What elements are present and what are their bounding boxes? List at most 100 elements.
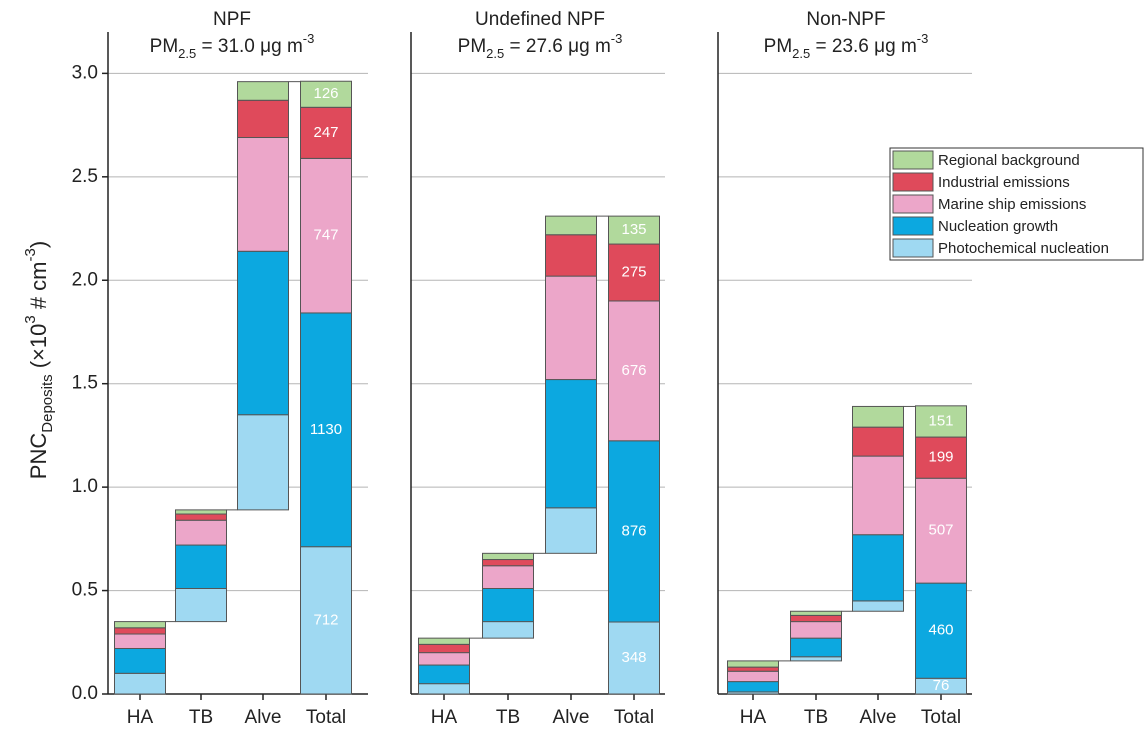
subtitle-part: = 31.0 μg m bbox=[196, 36, 303, 57]
value-label: 135 bbox=[621, 221, 646, 238]
subtitle-part: = 23.6 μg m bbox=[810, 36, 917, 57]
value-label: 747 bbox=[313, 227, 338, 244]
bar-segment bbox=[300, 312, 352, 548]
legend-label: Marine ship emissions bbox=[938, 196, 1086, 213]
panel-subtitle: PM2.5 = 31.0 μg m-3 bbox=[150, 31, 315, 61]
bar-segment bbox=[175, 509, 227, 515]
value-label: 126 bbox=[313, 85, 338, 102]
x-tick-label: Total bbox=[306, 707, 346, 728]
subtitle-part: -3 bbox=[303, 31, 315, 46]
y-label-part: Deposits bbox=[39, 374, 56, 432]
y-tick-label: 1.5 bbox=[72, 373, 98, 394]
bar-segment bbox=[175, 513, 227, 521]
x-tick-label: HA bbox=[740, 707, 767, 728]
bar-segment bbox=[482, 587, 534, 623]
bar-segment bbox=[727, 670, 779, 683]
legend-swatch bbox=[892, 194, 934, 214]
bar-segment bbox=[175, 544, 227, 589]
bar-segment bbox=[300, 80, 352, 108]
bar-segment bbox=[482, 565, 534, 589]
legend-label: Industrial emissions bbox=[938, 174, 1070, 191]
subtitle-part: 2.5 bbox=[792, 46, 810, 61]
legend-swatch bbox=[892, 150, 934, 170]
panel-subtitle: PM2.5 = 27.6 μg m-3 bbox=[458, 31, 623, 61]
x-tick-label: Total bbox=[614, 707, 654, 728]
value-label: 348 bbox=[621, 649, 646, 666]
bar-segment bbox=[608, 243, 660, 302]
value-label: 876 bbox=[621, 522, 646, 539]
x-tick-label: TB bbox=[496, 707, 520, 728]
y-axis-label: PNCDeposits (×103 # cm-3) bbox=[22, 241, 56, 479]
bar-segment bbox=[852, 534, 904, 602]
bar-segment bbox=[114, 672, 166, 695]
bar-segment bbox=[482, 621, 534, 639]
bar-segment bbox=[175, 519, 227, 546]
legend-label: Nucleation growth bbox=[938, 218, 1058, 235]
value-label: 151 bbox=[928, 412, 953, 429]
value-label: 712 bbox=[313, 611, 338, 628]
bar-segment bbox=[915, 582, 967, 679]
bar-segment bbox=[482, 559, 534, 567]
y-tick-label: 0.5 bbox=[72, 580, 98, 601]
panel-subtitle: PM2.5 = 23.6 μg m-3 bbox=[764, 31, 929, 61]
panel-title: NPF bbox=[213, 9, 251, 30]
bar-segment bbox=[237, 99, 289, 139]
y-tick-label: 3.0 bbox=[72, 62, 98, 83]
x-tick-label: TB bbox=[804, 707, 828, 728]
subtitle-part: PM bbox=[150, 36, 179, 57]
bar-segment bbox=[852, 600, 904, 612]
bar-segment bbox=[790, 656, 842, 662]
bar-segment bbox=[545, 507, 597, 554]
x-tick-label: HA bbox=[127, 707, 154, 728]
subtitle-part: 2.5 bbox=[178, 46, 196, 61]
x-tick-label: Alve bbox=[245, 707, 282, 728]
bar-segment bbox=[237, 250, 289, 416]
subtitle-part: -3 bbox=[611, 31, 623, 46]
y-label-part: PNC bbox=[26, 433, 51, 480]
bar-segment bbox=[114, 627, 166, 635]
bar-segment bbox=[300, 157, 352, 314]
bar-segment bbox=[418, 643, 470, 654]
y-label-part: # cm bbox=[26, 261, 51, 315]
bar-segment bbox=[237, 414, 289, 511]
subtitle-part: PM bbox=[458, 36, 487, 57]
bar-segment bbox=[545, 379, 597, 509]
x-tick-label: HA bbox=[431, 707, 458, 728]
y-tick-label: 0.0 bbox=[72, 683, 98, 704]
legend-label: Photochemical nucleation bbox=[938, 240, 1109, 257]
value-label: 275 bbox=[621, 263, 646, 280]
subtitle-part: -3 bbox=[917, 31, 929, 46]
y-label-part: (×10 bbox=[26, 324, 51, 375]
subtitle-part: 2.5 bbox=[486, 46, 504, 61]
bar-segment bbox=[790, 610, 842, 616]
x-tick-label: Alve bbox=[553, 707, 590, 728]
subtitle-part: = 27.6 μg m bbox=[504, 36, 611, 57]
bar-segment bbox=[418, 683, 470, 695]
value-label: 1130 bbox=[310, 421, 342, 438]
bar-segment bbox=[852, 426, 904, 457]
bar-segment bbox=[300, 546, 352, 695]
bar-segment bbox=[418, 637, 470, 645]
bar-segment bbox=[418, 652, 470, 666]
legend-swatch bbox=[892, 216, 934, 236]
bar-segment bbox=[114, 621, 166, 629]
bar-segment bbox=[114, 633, 166, 649]
bar-segment bbox=[790, 637, 842, 658]
bar-segment bbox=[915, 477, 967, 584]
y-label-part: ) bbox=[26, 241, 51, 248]
subtitle-part: PM bbox=[764, 36, 793, 57]
value-label: 460 bbox=[928, 622, 953, 639]
y-tick-label: 2.5 bbox=[72, 166, 98, 187]
bar-segment bbox=[237, 137, 289, 252]
value-label: 247 bbox=[313, 124, 338, 141]
bar-segment bbox=[545, 234, 597, 277]
y-tick-label: 2.0 bbox=[72, 269, 98, 290]
bar-segment bbox=[545, 275, 597, 381]
bar-segment bbox=[790, 621, 842, 639]
y-label-part: -3 bbox=[22, 248, 39, 261]
value-label: 199 bbox=[928, 449, 953, 466]
panel-title: Undefined NPF bbox=[475, 9, 605, 30]
bar-segment bbox=[175, 587, 227, 623]
bar-segment bbox=[418, 664, 470, 685]
